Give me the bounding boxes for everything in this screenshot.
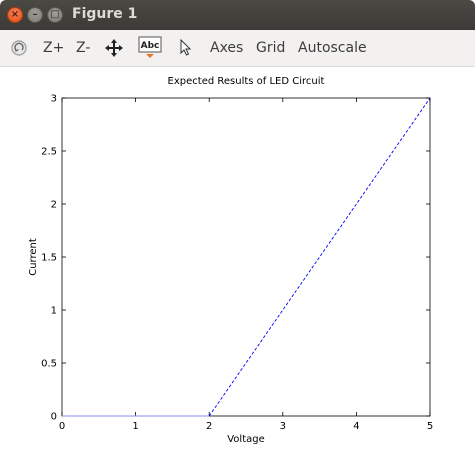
window-titlebar: × – □ Figure 1 — [0, 0, 475, 30]
pan-move-icon — [105, 39, 123, 57]
select-pointer-icon — [180, 39, 192, 56]
plot-axes-box — [61, 97, 431, 417]
autoscale-button[interactable]: Autoscale — [298, 40, 367, 56]
y-tick-label: 1 — [51, 306, 57, 317]
series-line-1 — [208, 97, 431, 417]
maximize-window-button[interactable]: □ — [47, 7, 63, 23]
x-tick-label: 1 — [132, 421, 138, 432]
rotate-icon — [11, 40, 27, 56]
y-axis-label: Current — [28, 238, 39, 276]
pan-button[interactable] — [104, 30, 124, 66]
chart-title: Expected Results of LED Circuit — [168, 76, 325, 87]
zoom-in-button[interactable]: Z+ — [43, 40, 65, 56]
y-tick-label: 2.5 — [41, 147, 57, 158]
plot-canvas[interactable]: Expected Results of LED Circuit 0 1 2 3 4 5 0 0… — [0, 67, 475, 460]
x-tick-label: 0 — [59, 421, 65, 432]
x-tick-label: 5 — [427, 421, 433, 432]
text-insert-icon-label: Abc — [141, 41, 160, 51]
y-tick-label: 3 — [51, 94, 57, 105]
x-tick-label: 2 — [206, 421, 212, 432]
figure-toolbar: Z+ Z- Abc Axes Grid Autoscale — [0, 30, 475, 67]
y-tick-label: 0 — [51, 412, 57, 423]
x-tick-label: 4 — [353, 421, 359, 432]
rotate-button[interactable] — [10, 30, 28, 66]
x-tick-label: 3 — [280, 421, 286, 432]
window-title: Figure 1 — [72, 6, 138, 22]
x-axis-label: Voltage — [227, 434, 265, 445]
grid-button[interactable]: Grid — [256, 40, 286, 56]
y-tick-label: 1.5 — [41, 253, 57, 264]
close-window-button[interactable]: × — [7, 7, 23, 23]
zoom-out-button[interactable]: Z- — [76, 40, 91, 56]
insert-text-button[interactable]: Abc — [138, 30, 162, 66]
text-insert-icon: Abc — [138, 36, 162, 58]
axes-button[interactable]: Axes — [210, 40, 244, 56]
minimize-window-button[interactable]: – — [27, 7, 43, 23]
y-tick-label: 0.5 — [41, 359, 57, 370]
y-tick-label: 2 — [51, 200, 57, 211]
select-button[interactable] — [178, 30, 194, 66]
